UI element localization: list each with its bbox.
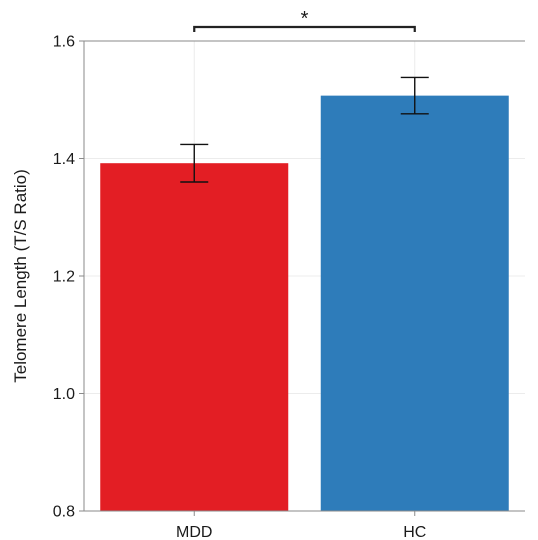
bars (100, 95, 509, 511)
significance-line (193, 25, 416, 32)
y-tick-label-0: 0.8 (53, 504, 75, 521)
significance-label: * (301, 8, 309, 30)
y-tick-label-3: 1.4 (53, 151, 75, 168)
significance-bracket: * (193, 8, 416, 32)
y-tick-label-2: 1.2 (53, 269, 75, 286)
error-bars (180, 76, 429, 183)
y-tick-labels: 0.8 1.0 1.2 1.4 1.6 (53, 34, 75, 521)
y-axis-title: Telomere Length (T/S Ratio) (11, 169, 30, 383)
x-tick-label-mdd: MDD (176, 524, 212, 540)
axes (79, 40, 525, 516)
y-tick-label-1: 1.0 (53, 386, 75, 403)
x-tick-labels: MDD HC (176, 524, 426, 540)
y-tick-label-4: 1.6 (53, 34, 75, 51)
x-tick-label-hc: HC (403, 524, 426, 540)
bar-hc (320, 95, 509, 511)
bar-mdd (100, 163, 289, 511)
